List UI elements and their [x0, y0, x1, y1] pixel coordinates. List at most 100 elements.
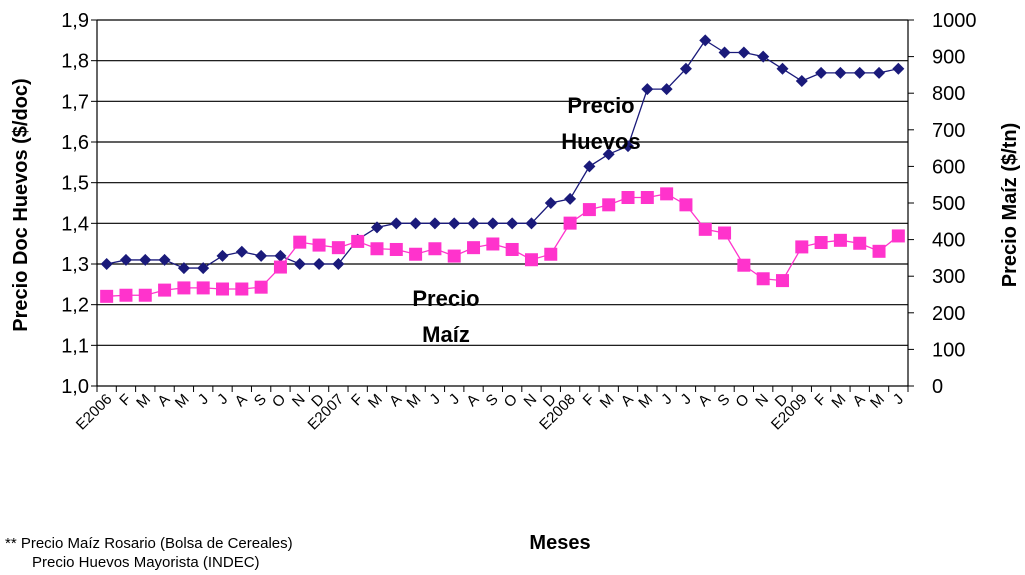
- data-point-maiz: [756, 272, 770, 286]
- data-point-maiz: [138, 288, 152, 302]
- data-point-maiz: [158, 283, 172, 297]
- data-point-huevos: [158, 253, 171, 266]
- data-point-maiz: [814, 236, 828, 250]
- data-point-huevos: [467, 217, 480, 230]
- annotation-maiz-line1: Precio: [412, 286, 479, 311]
- data-point-maiz: [660, 187, 674, 201]
- left-y-tick-label: 1,8: [61, 51, 89, 73]
- x-tick-label: O: [269, 391, 289, 411]
- x-tick-label: A: [386, 391, 405, 410]
- data-point-maiz: [563, 216, 577, 230]
- right-y-tick-label: 600: [932, 156, 965, 178]
- data-point-huevos: [370, 221, 383, 234]
- data-point-huevos: [216, 249, 229, 262]
- x-tick-label: J: [426, 391, 443, 408]
- x-tick-label: A: [463, 391, 482, 410]
- data-point-huevos: [795, 75, 808, 87]
- data-point-huevos: [390, 217, 403, 230]
- data-point-maiz: [273, 260, 287, 274]
- right-y-tick-label: 300: [932, 266, 965, 288]
- left-y-tick-label: 1,6: [61, 132, 89, 154]
- x-tick-label: J: [446, 391, 463, 408]
- series-huevos: [100, 34, 905, 275]
- x-tick-label: M: [597, 391, 618, 412]
- data-point-huevos: [699, 34, 712, 47]
- data-point-huevos: [641, 83, 654, 96]
- data-point-huevos: [119, 253, 132, 266]
- left-y-tick-label: 1,5: [61, 173, 89, 195]
- data-point-maiz: [853, 236, 867, 250]
- data-point-huevos: [235, 245, 248, 258]
- x-tick-label: M: [404, 391, 425, 412]
- data-point-huevos: [834, 66, 847, 79]
- data-point-maiz: [602, 198, 616, 212]
- x-tick-label: M: [133, 391, 154, 412]
- y-axis-title-right: Precio Maíz ($/tn): [999, 123, 1021, 287]
- data-point-huevos: [718, 46, 731, 59]
- right-y-ticks: 0 100 200 300 400 500 600 700 800 900 1000: [932, 10, 977, 398]
- data-point-maiz: [409, 247, 423, 261]
- data-point-maiz: [254, 280, 268, 294]
- data-point-huevos: [564, 192, 577, 205]
- data-point-maiz: [447, 249, 461, 263]
- right-y-tick-label: 900: [932, 47, 965, 69]
- x-tick-label: F: [116, 391, 135, 410]
- right-y-tick-label: 100: [932, 339, 965, 361]
- data-point-huevos: [448, 217, 461, 230]
- data-point-maiz: [698, 222, 712, 236]
- data-point-maiz: [100, 289, 114, 303]
- x-tick-label: A: [232, 391, 251, 410]
- data-point-maiz: [428, 242, 442, 256]
- x-tick-label: A: [849, 391, 868, 410]
- x-tick-label: J: [195, 391, 212, 408]
- series-group: [100, 34, 905, 303]
- right-y-tick-label: 1000: [932, 10, 977, 32]
- data-point-huevos: [602, 148, 615, 161]
- axes: [91, 19, 914, 392]
- right-y-tick-label: 200: [932, 303, 965, 325]
- x-tick-label: M: [828, 391, 849, 412]
- y-axis-title-left: Precio Doc Huevos ($/doc): [10, 78, 32, 331]
- x-tick-label: S: [251, 391, 270, 410]
- data-point-maiz: [331, 241, 345, 255]
- source-note-line2: Precio Huevos Mayorista (INDEC): [32, 554, 260, 571]
- series-maiz: [100, 187, 905, 303]
- x-tick-label: F: [811, 391, 830, 410]
- data-point-maiz: [891, 229, 905, 243]
- annotation-huevos-line2: Huevos: [561, 129, 640, 154]
- x-tick-label: N: [521, 391, 541, 411]
- data-point-maiz: [621, 191, 635, 205]
- data-point-maiz: [486, 237, 500, 251]
- data-point-huevos: [274, 249, 287, 262]
- data-point-huevos: [139, 253, 152, 266]
- data-point-maiz: [679, 198, 693, 212]
- x-tick-label: A: [154, 391, 173, 410]
- data-point-maiz: [505, 242, 519, 256]
- data-point-huevos: [892, 62, 905, 75]
- x-tick-label: A: [618, 391, 637, 410]
- data-point-huevos: [737, 46, 750, 59]
- right-y-tick-label: 700: [932, 120, 965, 142]
- data-point-huevos: [332, 258, 345, 270]
- data-point-huevos: [583, 160, 596, 173]
- gridlines: [97, 19, 908, 346]
- data-point-huevos: [757, 50, 770, 63]
- data-point-maiz: [524, 253, 538, 267]
- x-tick-label: O: [732, 391, 752, 411]
- data-point-maiz: [775, 274, 789, 288]
- left-y-tick-label: 1,3: [61, 254, 89, 276]
- data-point-huevos: [197, 262, 210, 275]
- data-point-maiz: [293, 235, 307, 249]
- x-tick-label: O: [501, 391, 521, 411]
- left-y-tick-label: 1,9: [61, 10, 89, 32]
- right-y-tick-label: 0: [932, 376, 943, 398]
- x-tick-label: F: [348, 391, 367, 410]
- x-tick-label: A: [695, 391, 714, 410]
- data-point-maiz: [872, 244, 886, 258]
- right-y-tick-label: 500: [932, 193, 965, 215]
- x-tick-label: M: [365, 391, 386, 412]
- data-point-huevos: [313, 258, 326, 270]
- data-point-maiz: [119, 288, 133, 302]
- left-y-tick-label: 1,7: [61, 91, 89, 113]
- data-point-maiz: [467, 241, 481, 255]
